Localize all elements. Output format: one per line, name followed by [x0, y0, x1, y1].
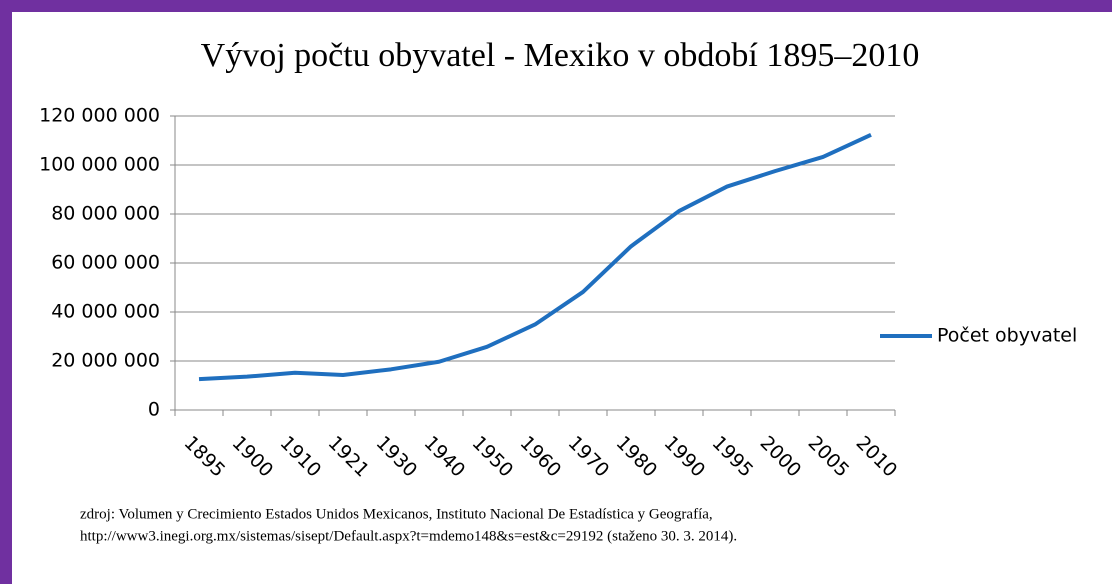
y-tick-label: 0	[148, 399, 160, 421]
frame-top	[0, 0, 1112, 12]
y-tick-label: 100 000 000	[39, 154, 160, 176]
y-tick-label: 20 000 000	[51, 350, 160, 372]
y-tick-label: 120 000 000	[39, 105, 160, 127]
source-line: http://www3.inegi.org.mx/sistemas/sisept…	[80, 528, 737, 544]
source-line: zdroj: Volumen y Crecimiento Estados Uni…	[80, 506, 713, 522]
legend-label: Počet obyvatel	[937, 325, 1077, 347]
y-tick-label: 60 000 000	[51, 252, 160, 274]
chart-title: Vývoj počtu obyvatel - Mexiko v období 1…	[201, 37, 920, 74]
line-series	[198, 133, 872, 382]
y-tick-label: 40 000 000	[51, 301, 160, 323]
y-tick-label: 80 000 000	[51, 203, 160, 225]
frame-left	[0, 0, 12, 584]
